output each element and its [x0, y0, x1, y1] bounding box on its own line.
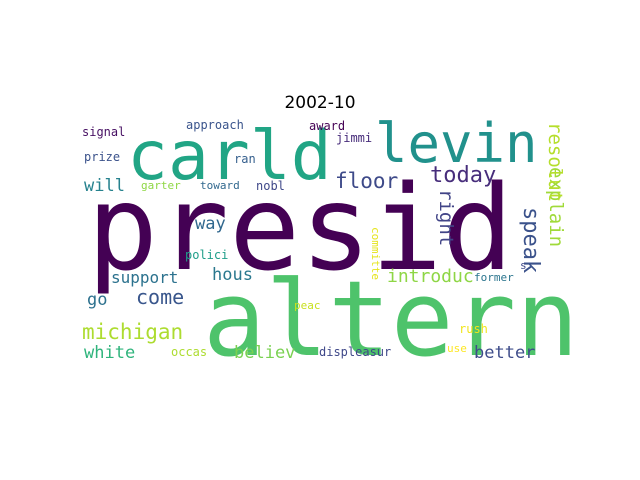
cloud-word: award — [309, 119, 346, 133]
cloud-word: signal — [82, 125, 126, 139]
cloud-word: committe — [369, 227, 382, 280]
cloud-word: will — [84, 176, 125, 196]
cloud-word: better — [474, 343, 536, 363]
cloud-word: resolut — [544, 122, 566, 203]
cloud-word: displeasur — [319, 345, 392, 359]
cloud-word: occas — [171, 345, 208, 359]
cloud-word: toward — [200, 179, 240, 192]
cloud-word: explain — [545, 167, 567, 248]
cloud-word: support — [111, 268, 179, 287]
cloud-word: come — [136, 285, 185, 309]
cloud-word: white — [84, 343, 136, 363]
cloud-word: michigan — [82, 320, 184, 344]
cloud-word: altern — [203, 258, 579, 380]
cloud-word: garter — [141, 179, 181, 192]
cloud-word: ran — [234, 152, 256, 166]
chart-title: 2002-10 — [284, 93, 356, 113]
cloud-word: rush — [459, 322, 488, 336]
cloud-word: levin — [375, 112, 538, 175]
cloud-word: jimmi — [336, 131, 373, 145]
cloud-word: nobl — [256, 179, 285, 193]
cloud-word: right — [435, 189, 457, 247]
cloud-word: carld — [127, 117, 332, 196]
cloud-word: use — [447, 342, 467, 355]
cloud-word: believ — [234, 343, 296, 363]
cloud-word: today — [430, 163, 497, 188]
cloud-word: introduc — [387, 266, 474, 287]
cloud-word: former — [474, 271, 514, 284]
cloud-word: polici — [185, 248, 229, 262]
word-cloud: presid altern carld levin speak today fl… — [79, 112, 579, 371]
cloud-word: s — [520, 259, 527, 272]
cloud-word: approach — [186, 118, 244, 132]
cloud-word: prize — [84, 150, 121, 164]
cloud-word: hous — [212, 265, 253, 285]
cloud-word: way — [195, 214, 226, 234]
cloud-word: peac — [294, 299, 321, 312]
cloud-word: presid — [87, 159, 514, 297]
cloud-word: floor — [335, 169, 399, 193]
cloud-word: speak — [518, 207, 543, 274]
cloud-word: go — [87, 290, 108, 310]
